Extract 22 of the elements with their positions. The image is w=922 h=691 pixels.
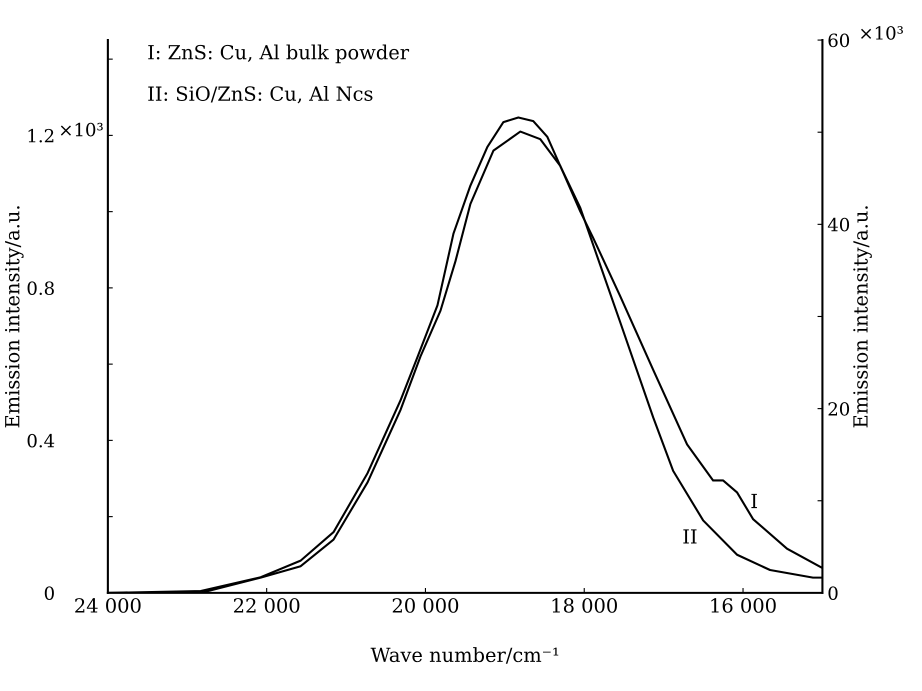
y2-tick-label: 20 (828, 402, 850, 416)
y-tick-label: 0.4 (28, 434, 54, 448)
y-tick-label: 0.8 (28, 281, 54, 295)
y-axis-title: Emission intensity/a.u. (4, 206, 24, 428)
annotation: II (683, 529, 697, 544)
annotation: I (751, 494, 757, 508)
y2-axis-title: Emission intensity/a.u. (853, 206, 872, 428)
x-tick-label: 22 000 (234, 598, 300, 613)
annotation: II: SiO/ZnS: Cu, Al Ncs (148, 86, 372, 104)
y2-tick-label: 40 (828, 218, 850, 232)
y-tick-label: 0 (44, 586, 54, 600)
annotation: I: ZnS: Cu, Al bulk powder (148, 44, 410, 64)
y-tick-label: 1.2 (28, 128, 54, 143)
x-tick-label: 18 000 (552, 598, 617, 613)
text: ×10³ (60, 122, 103, 136)
y2-tick-label: 60 (828, 34, 850, 48)
x-tick-label: 16 000 (711, 598, 776, 613)
x-tick-label: 24 000 (75, 598, 141, 613)
text: ×10³ (861, 26, 903, 40)
x-tick-label: 20 000 (392, 598, 458, 613)
x-axis-title: Wave number/cm⁻¹ (370, 647, 558, 664)
y2-tick-label: 0 (828, 586, 838, 600)
